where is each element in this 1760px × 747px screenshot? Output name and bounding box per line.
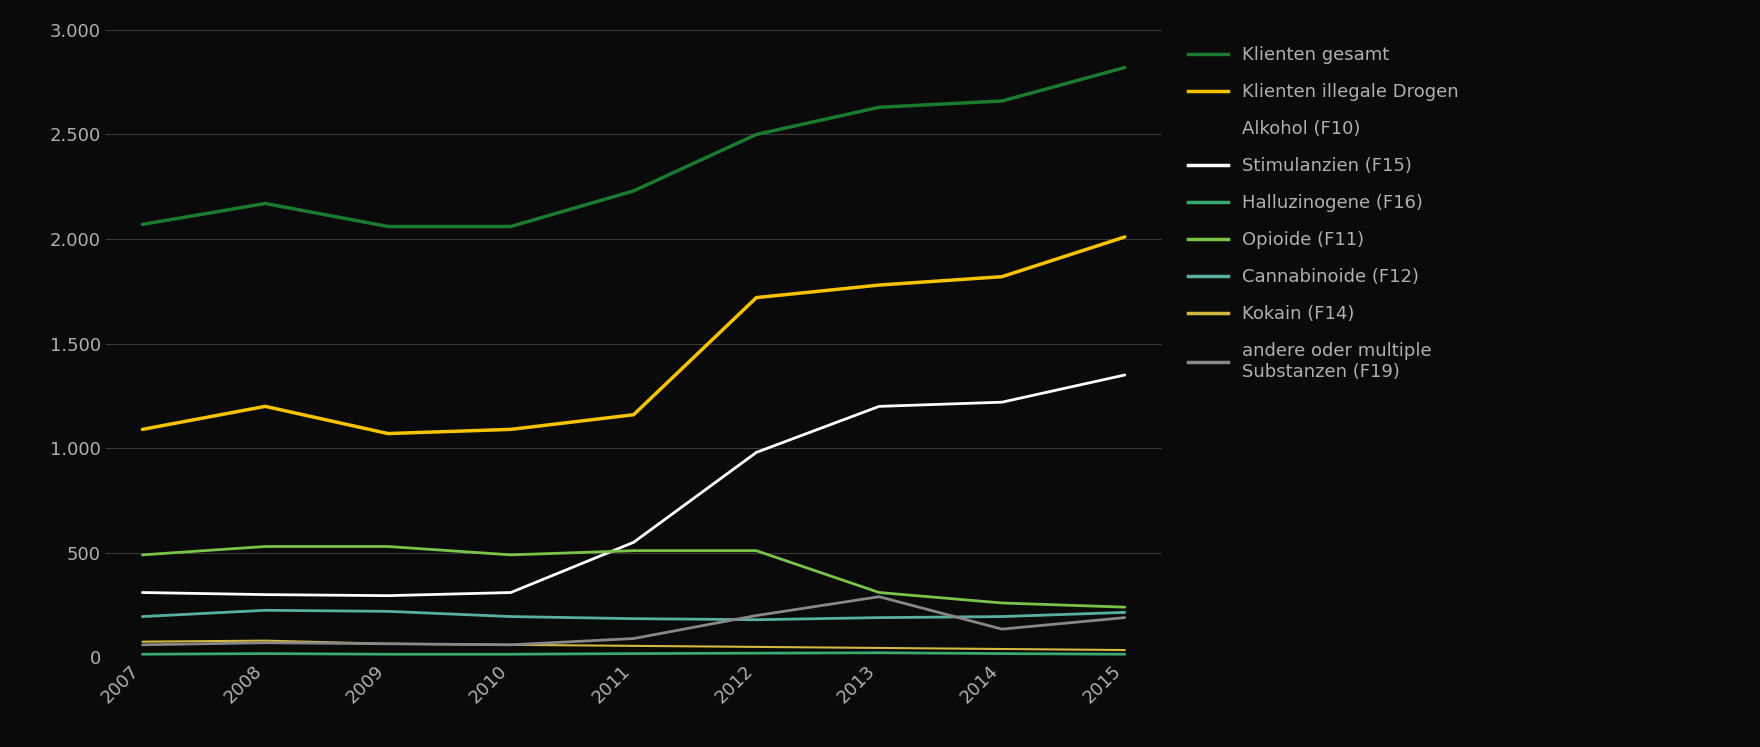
- Legend: Klienten gesamt, Klienten illegale Drogen, Alkohol (F10), Stimulanzien (F15), Ha: Klienten gesamt, Klienten illegale Droge…: [1188, 46, 1459, 381]
